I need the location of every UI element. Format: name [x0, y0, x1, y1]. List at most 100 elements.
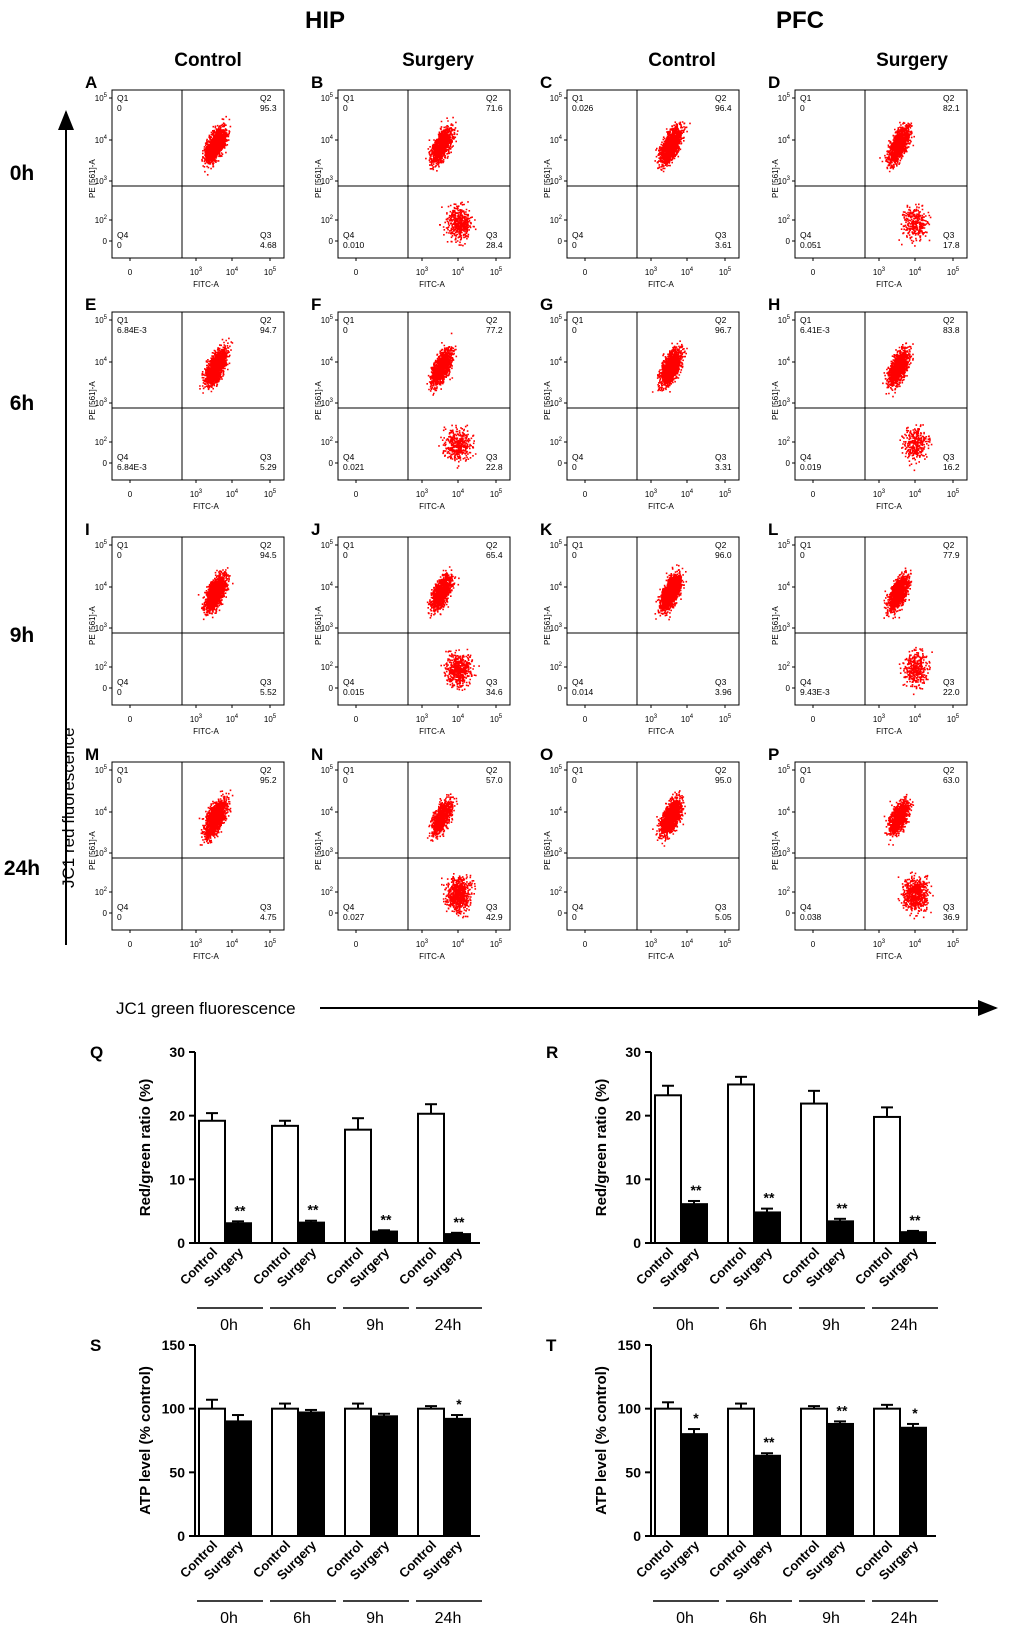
y-tick-label: 104: [95, 807, 108, 817]
panel-letter-B: B: [311, 73, 323, 92]
quadrant-value-q3: 42.9: [486, 912, 503, 922]
quadrant-value-q2: 82.1: [943, 103, 960, 113]
quadrant-name-q1: Q1: [343, 315, 355, 325]
y-tick-label: 0: [558, 237, 563, 246]
y-axis-label: PE [561]-A: [771, 381, 780, 420]
x-tick-label: 105: [719, 714, 732, 724]
quadrant-name-q4: Q4: [800, 230, 812, 240]
quadrant-value-q2: 57.0: [486, 775, 503, 785]
y-tick-label: 102: [550, 662, 563, 672]
group-label: 0h: [676, 1610, 694, 1627]
plot-frame: [337, 311, 511, 481]
event-dots: [425, 116, 477, 247]
group-label: 24h: [891, 1610, 918, 1627]
y-tick-label: 0: [103, 684, 108, 693]
quadrant-name-q4: Q4: [800, 902, 812, 912]
x-tick-label: 104: [452, 267, 465, 277]
quadrant-value-q4: 0: [117, 912, 122, 922]
y-tick-label: 103: [550, 848, 563, 858]
column-header-hip-surgery: Surgery: [402, 50, 474, 71]
y-tick-label: 104: [778, 135, 791, 145]
panel-letter-R: R: [546, 1043, 558, 1062]
event-dots: [426, 332, 477, 469]
quadrant-value-q4: 0.038: [800, 912, 822, 922]
y-tick-label: 50: [625, 1464, 641, 1480]
quadrant-name-q2: Q2: [943, 315, 955, 325]
y-axis-label: PE [561]-A: [543, 159, 552, 198]
y-tick-label: 104: [95, 135, 108, 145]
x-tick-label: 105: [947, 939, 960, 949]
significance-marker: **: [381, 1211, 392, 1227]
y-axis-title: ATP level (% control): [137, 1366, 154, 1515]
plot-frame: [337, 89, 511, 259]
event-dots: [654, 564, 688, 621]
x-tick-label: 104: [681, 267, 694, 277]
x-tick-label: 0: [354, 490, 359, 499]
panel-letter-H: H: [768, 295, 780, 314]
x-axis-label: FITC-A: [193, 727, 219, 736]
red-fluorescence-axis-label: JC1 red fluorescence: [59, 727, 78, 888]
x-axis-label: FITC-A: [419, 952, 445, 961]
y-tick-label: 105: [550, 540, 563, 550]
quadrant-name-q2: Q2: [715, 765, 727, 775]
significance-marker: *: [693, 1410, 699, 1426]
y-tick-label: 0: [786, 684, 791, 693]
y-tick-label: 105: [778, 540, 791, 550]
x-tick-label: 0: [583, 490, 588, 499]
y-tick-label: 102: [550, 215, 563, 225]
y-tick-label: 105: [95, 93, 108, 103]
quadrant-name-q4: Q4: [572, 452, 584, 462]
plot-frame: [111, 89, 285, 259]
x-tick-label: 105: [264, 267, 277, 277]
quadrant-value-q2: 95.3: [260, 103, 277, 113]
quadrant-value-q2: 94.5: [260, 550, 277, 560]
panel-letter-Q: Q: [90, 1043, 103, 1062]
plot-frame: [794, 311, 968, 481]
quadrant-value-q3: 3.96: [715, 687, 732, 697]
x-tick-label: 103: [645, 489, 658, 499]
bar-surgery-9h: [370, 1230, 398, 1245]
row-label-0h: 0h: [10, 162, 35, 185]
group-label: 6h: [293, 1610, 311, 1627]
quadrant-value-q1: 0: [572, 550, 577, 560]
event-dots: [652, 790, 686, 847]
y-axis-label: PE [561]-A: [88, 381, 97, 420]
y-tick-label: 105: [321, 540, 334, 550]
panel-letter-I: I: [85, 520, 90, 539]
quadrant-value-q1: 0: [343, 325, 348, 335]
x-tick-label: 105: [719, 489, 732, 499]
quadrant-name-q2: Q2: [486, 765, 498, 775]
quadrant-name-q3: Q3: [260, 230, 272, 240]
x-tick-label: 104: [452, 489, 465, 499]
event-dots: [651, 340, 688, 393]
y-tick-label: 102: [95, 662, 108, 672]
plot-frame: [337, 536, 511, 706]
y-tick-label: 105: [778, 765, 791, 775]
x-axis-label: FITC-A: [648, 280, 674, 289]
y-tick-label: 0: [103, 459, 108, 468]
header-pfc: PFC: [776, 7, 824, 34]
plot-frame: [566, 536, 740, 706]
y-axis-title: Red/green ratio (%): [593, 1079, 610, 1217]
row-label-24h: 24h: [4, 857, 40, 880]
significance-marker: **: [235, 1202, 246, 1218]
x-tick-label: 0: [128, 268, 133, 277]
group-label: 6h: [749, 1317, 767, 1334]
y-tick-label: 105: [550, 315, 563, 325]
y-tick-label: 102: [321, 437, 334, 447]
quadrant-value-q4: 0.027: [343, 912, 365, 922]
bar-surgery-0h: [224, 1222, 252, 1244]
quadrant-name-q1: Q1: [117, 540, 129, 550]
significance-marker: **: [454, 1214, 465, 1230]
panel-letter-C: C: [540, 73, 552, 92]
event-dots: [426, 566, 480, 691]
